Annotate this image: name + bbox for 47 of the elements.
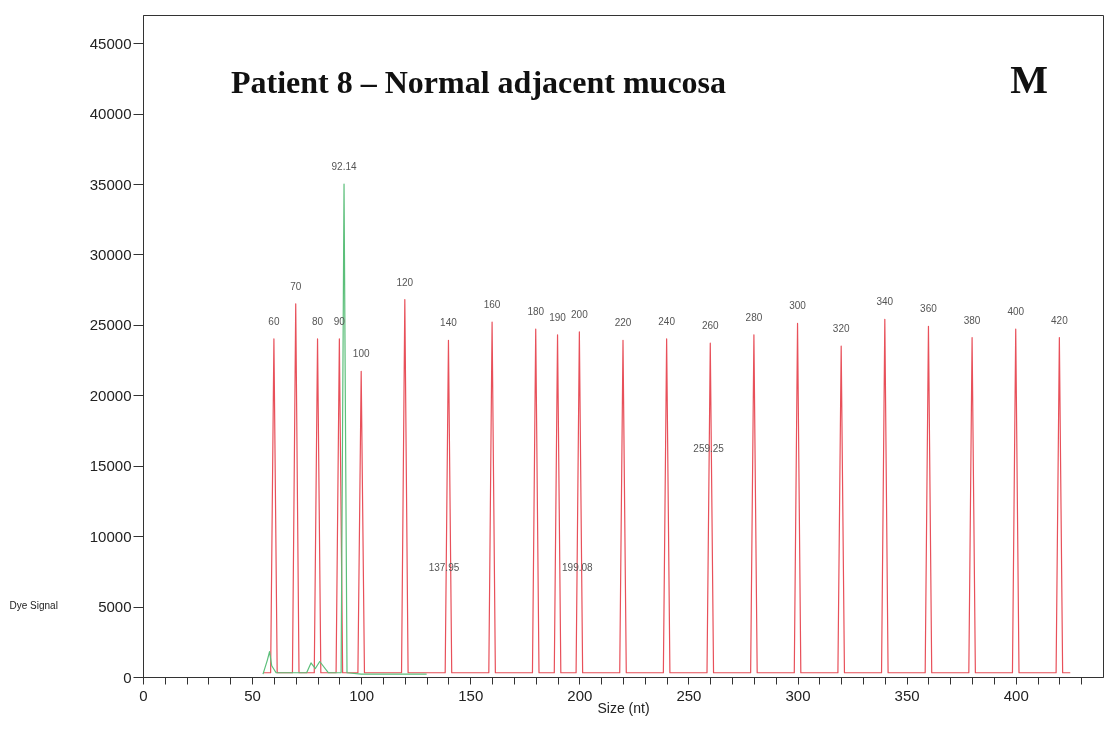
- text: Patient 8 – Normal adjacent mucosa: [231, 64, 727, 100]
- y-tick-label: 15000: [89, 457, 132, 475]
- y-tick-label: 35000: [89, 175, 132, 193]
- annotation: 240: [658, 315, 676, 327]
- x-axis-title: Size (nt): [597, 699, 650, 716]
- x-tick-label: 250: [676, 686, 702, 704]
- annotation: 200: [571, 308, 589, 320]
- x-tick-label: 350: [894, 686, 920, 704]
- y-tick-label: 45000: [89, 34, 132, 52]
- y-tick-label: 0: [123, 668, 132, 686]
- annotation: 100: [352, 348, 370, 360]
- annotation: 92.14: [331, 161, 357, 173]
- x-tick-label: 50: [244, 686, 261, 704]
- x-tick-label: 200: [567, 686, 593, 704]
- annotation: 70: [290, 280, 302, 292]
- annotation: M: [1010, 57, 1048, 102]
- annotation: 180: [527, 306, 545, 318]
- annotation: 340: [876, 296, 894, 308]
- annotation: 160: [483, 299, 501, 311]
- annotation: 260: [701, 320, 720, 332]
- y-tick-label: 20000: [89, 386, 132, 404]
- y-tick-label: 25000: [89, 316, 132, 334]
- x-tick-label: 100: [349, 686, 375, 704]
- annotation: 320: [832, 323, 850, 334]
- x-tick-label: 150: [458, 686, 484, 704]
- annotation: 280: [745, 311, 763, 323]
- x-tick-label: 0: [139, 686, 148, 704]
- y-tick-label: 10000: [89, 527, 132, 545]
- annotation: 380: [963, 314, 981, 326]
- annotation: 420: [1051, 314, 1069, 326]
- annotation: 120: [396, 276, 414, 288]
- annotation: 300: [789, 300, 807, 312]
- line-series: [262, 183, 428, 675]
- line-series: [262, 298, 1071, 674]
- annotation: 220: [614, 317, 632, 329]
- y-axis-title: Dye Signal: [9, 599, 58, 611]
- y-tick-label: 40000: [89, 105, 132, 123]
- annotation: 80: [311, 315, 324, 327]
- y-tick-label: 30000: [89, 245, 132, 263]
- y-tick-label: 5000: [98, 598, 132, 616]
- annotation: 60: [268, 315, 280, 327]
- annotation: 360: [920, 303, 938, 315]
- annotation: 400: [1007, 306, 1025, 318]
- x-tick-label: 400: [1003, 686, 1029, 704]
- x-tick-label: 300: [785, 686, 811, 704]
- annotation: 190: [549, 311, 567, 323]
- annotation: 140: [440, 317, 458, 329]
